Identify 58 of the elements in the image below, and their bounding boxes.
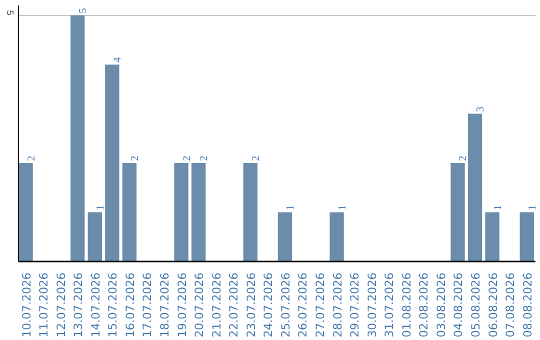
x-tick-label: 25.07.2026 [278, 272, 292, 338]
bar [191, 163, 206, 262]
bar [278, 212, 292, 262]
x-tick-label: 17.07.2026 [140, 272, 154, 338]
bar [520, 212, 534, 262]
x-tick-label: 10.07.2026 [19, 272, 34, 338]
x-tick-label: 12.07.2026 [54, 272, 68, 338]
x-tick-label: 14.07.2026 [88, 272, 102, 338]
data-label: 2 [250, 156, 262, 162]
bar [70, 15, 85, 262]
x-tick-label: 22.07.2026 [226, 272, 241, 338]
data-label: 1 [492, 204, 504, 210]
x-tick-label: 24.07.2026 [261, 272, 276, 338]
x-tick-label: 01.08.2026 [399, 272, 414, 338]
data-label: 1 [337, 204, 348, 210]
x-tick-label: 11.07.2026 [36, 272, 51, 338]
data-label: 2 [458, 156, 470, 162]
data-label: 2 [26, 156, 38, 162]
bar [88, 212, 102, 262]
x-tick-label: 16.07.2026 [122, 272, 137, 338]
x-tick-label: 29.07.2026 [348, 272, 362, 338]
x-tick-label: 02.08.2026 [416, 272, 431, 338]
x-tick-label: 31.07.2026 [382, 272, 396, 338]
data-label: 3 [476, 106, 487, 112]
data-label: 1 [527, 204, 538, 210]
data-label: 1 [95, 204, 106, 210]
bar [468, 114, 482, 262]
x-tick-label: 07.08.2026 [503, 272, 518, 338]
bar [105, 64, 120, 262]
x-tick-label: 26.07.2026 [296, 272, 310, 338]
x-tick-label: 04.08.2026 [451, 272, 466, 338]
bar [18, 163, 33, 262]
x-tick-label: 13.07.2026 [71, 272, 86, 338]
bar [330, 212, 344, 262]
bar [122, 163, 137, 262]
bar [243, 163, 258, 262]
x-tick-label: 20.07.2026 [192, 272, 206, 338]
data-label: 1 [285, 204, 296, 210]
bar [450, 163, 465, 262]
x-tick-label: 06.08.2026 [486, 272, 500, 338]
data-label: 4 [112, 56, 124, 63]
x-tick-label: 21.07.2026 [209, 272, 224, 338]
data-label: 5 [78, 8, 90, 14]
x-tick-label: 15.07.2026 [106, 272, 120, 338]
x-tick-label: 08.08.2026 [520, 272, 534, 338]
data-label: 2 [182, 156, 193, 162]
x-tick-label: 27.07.2026 [313, 272, 328, 338]
x-tick-label: 23.07.2026 [244, 272, 258, 338]
data-label: 2 [199, 156, 210, 162]
x-tick-label: 05.08.2026 [468, 272, 483, 338]
x-tick-label: 19.07.2026 [174, 272, 189, 338]
data-label: 2 [130, 156, 141, 162]
bar [174, 163, 188, 262]
x-tick-label: 03.08.2026 [434, 272, 448, 338]
x-tick-label: 18.07.2026 [157, 272, 172, 338]
bar [485, 212, 500, 262]
x-tick-label: 30.07.2026 [364, 272, 379, 338]
x-tick-label: 28.07.2026 [330, 272, 344, 338]
